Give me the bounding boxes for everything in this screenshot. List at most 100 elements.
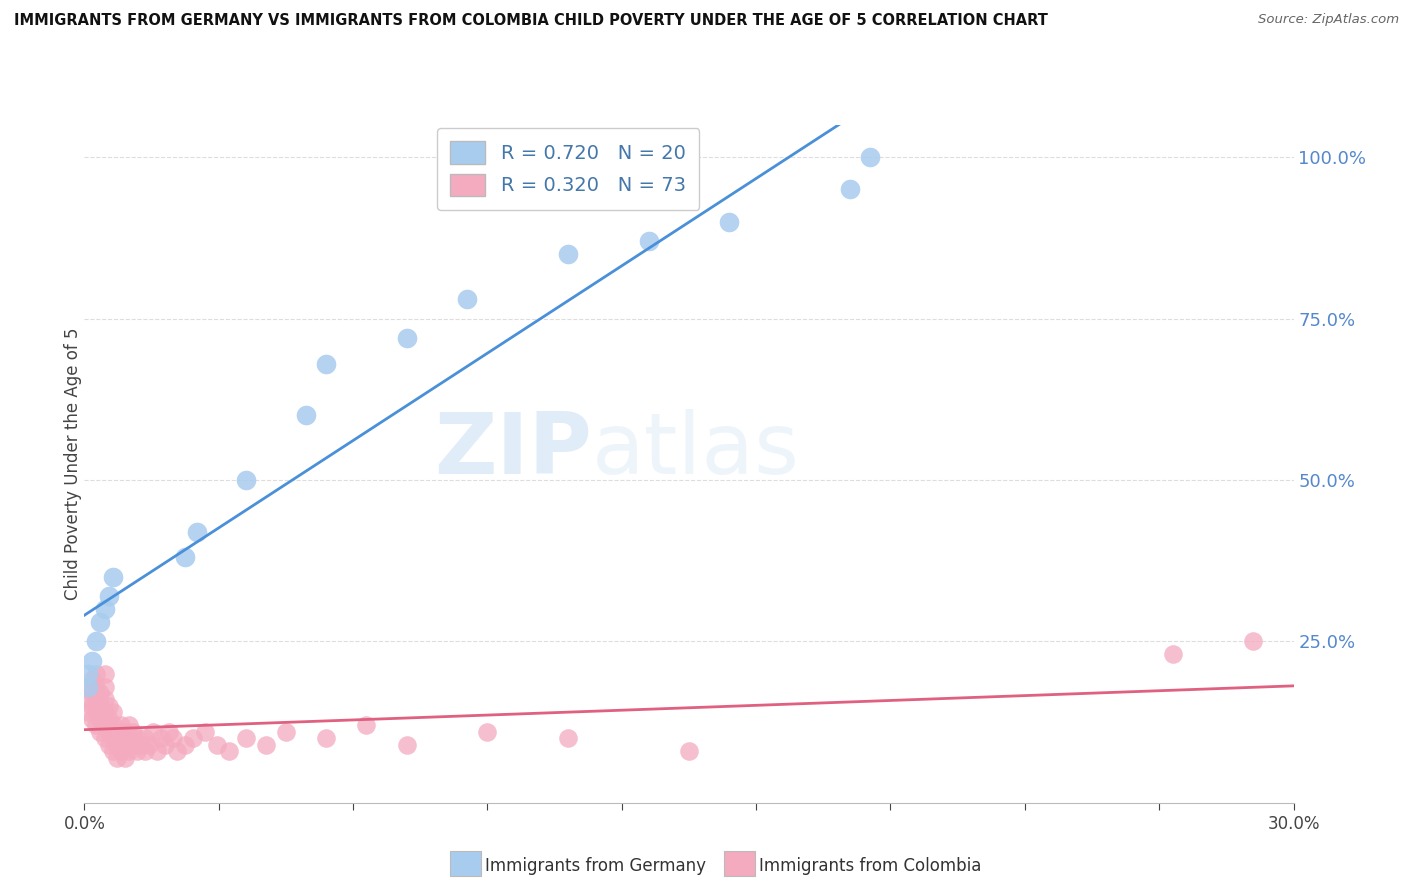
Point <box>315 357 337 371</box>
Point <box>166 744 188 758</box>
Point <box>77 706 100 720</box>
Point <box>110 744 132 758</box>
Point <box>97 712 120 726</box>
Point <box>138 738 160 752</box>
Point <box>110 718 132 732</box>
Point <box>114 724 136 739</box>
Point <box>134 731 156 746</box>
Point <box>235 473 257 487</box>
Point <box>118 731 141 746</box>
Point <box>149 731 172 746</box>
Legend: R = 0.720   N = 20, R = 0.320   N = 73: R = 0.720 N = 20, R = 0.320 N = 73 <box>437 128 699 210</box>
Point <box>82 712 104 726</box>
Point <box>146 744 169 758</box>
Point <box>456 292 478 306</box>
Point <box>105 738 128 752</box>
Point <box>101 744 124 758</box>
Point <box>1241 634 1264 648</box>
Point <box>93 706 115 720</box>
Point <box>77 692 100 706</box>
Point <box>82 698 104 713</box>
Point <box>114 750 136 764</box>
Text: Source: ZipAtlas.com: Source: ZipAtlas.com <box>1258 13 1399 27</box>
Text: Immigrants from Colombia: Immigrants from Colombia <box>759 857 981 875</box>
Point <box>77 680 100 694</box>
Y-axis label: Child Poverty Under the Age of 5: Child Poverty Under the Age of 5 <box>65 327 82 600</box>
Point <box>162 731 184 746</box>
Point <box>86 680 108 694</box>
Point <box>86 666 108 681</box>
Point <box>97 738 120 752</box>
Point <box>101 706 124 720</box>
Point <box>93 680 115 694</box>
Point <box>105 750 128 764</box>
Point <box>89 698 111 713</box>
Text: IMMIGRANTS FROM GERMANY VS IMMIGRANTS FROM COLOMBIA CHILD POVERTY UNDER THE AGE : IMMIGRANTS FROM GERMANY VS IMMIGRANTS FR… <box>14 13 1047 29</box>
Point <box>235 731 257 746</box>
Point <box>110 731 132 746</box>
Point <box>105 724 128 739</box>
Point <box>142 724 165 739</box>
Point <box>93 718 115 732</box>
Point <box>101 570 124 584</box>
Point <box>186 524 208 539</box>
Point <box>859 150 882 164</box>
Point <box>121 724 143 739</box>
Point <box>86 634 108 648</box>
Point <box>557 731 579 746</box>
Point <box>77 680 100 694</box>
Point <box>93 692 115 706</box>
Point <box>89 712 111 726</box>
Point <box>557 247 579 261</box>
Point <box>93 602 115 616</box>
Point <box>93 731 115 746</box>
Point <box>101 718 124 732</box>
Point <box>315 731 337 746</box>
Point <box>125 731 148 746</box>
Point <box>86 718 108 732</box>
Point <box>637 234 659 248</box>
Point <box>718 215 741 229</box>
Point <box>93 666 115 681</box>
Point <box>1161 648 1184 662</box>
Point <box>97 589 120 603</box>
Point <box>89 724 111 739</box>
Point <box>82 654 104 668</box>
Point <box>839 182 862 196</box>
Point <box>86 706 108 720</box>
Point <box>181 731 204 746</box>
Point <box>118 744 141 758</box>
Point <box>101 731 124 746</box>
Point <box>207 738 229 752</box>
Point <box>477 724 499 739</box>
Text: ZIP: ZIP <box>434 409 592 491</box>
Point <box>153 738 176 752</box>
Point <box>174 550 197 565</box>
Point <box>125 744 148 758</box>
Point <box>134 744 156 758</box>
Point <box>82 673 104 687</box>
Point <box>218 744 240 758</box>
Point <box>395 738 418 752</box>
Point <box>254 738 277 752</box>
Point <box>97 698 120 713</box>
Point <box>121 738 143 752</box>
Point <box>77 666 100 681</box>
Point <box>97 724 120 739</box>
Point <box>356 718 378 732</box>
Point <box>295 409 318 423</box>
Point <box>114 738 136 752</box>
Point <box>157 724 180 739</box>
Text: Immigrants from Germany: Immigrants from Germany <box>485 857 706 875</box>
Point <box>395 331 418 345</box>
Point <box>274 724 297 739</box>
Point <box>118 718 141 732</box>
Point <box>678 744 700 758</box>
Point <box>194 724 217 739</box>
Point <box>129 738 152 752</box>
Point <box>82 686 104 700</box>
Text: atlas: atlas <box>592 409 800 491</box>
Point <box>86 692 108 706</box>
Point <box>89 615 111 629</box>
Point <box>89 686 111 700</box>
